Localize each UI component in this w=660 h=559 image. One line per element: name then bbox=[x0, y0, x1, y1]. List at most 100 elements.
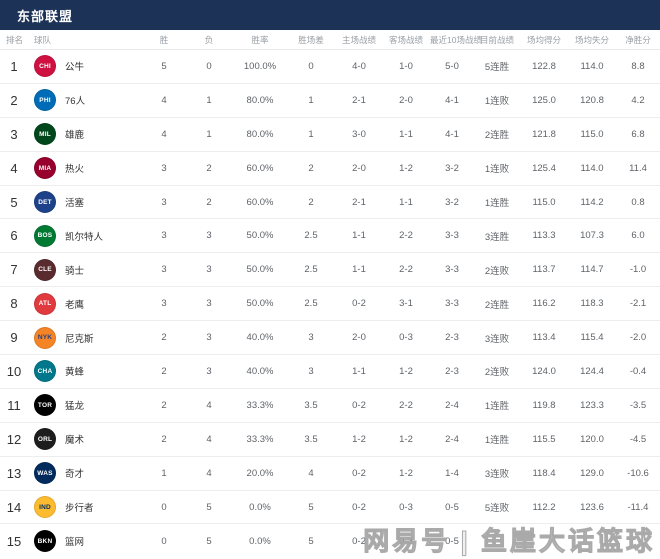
team-logo-cell: WAS bbox=[28, 462, 62, 485]
win-pct-cell: 0.0% bbox=[249, 501, 271, 513]
team-name-link[interactable]: 步行者 bbox=[65, 503, 94, 515]
games-behind-cell: 2 bbox=[308, 196, 314, 208]
games-behind-cell: 4 bbox=[308, 467, 314, 479]
home-record-cell: 1-1 bbox=[352, 264, 366, 276]
column-header: 胜场差 bbox=[298, 34, 324, 45]
losses-cell: 1 bbox=[206, 94, 212, 106]
team-name-link[interactable]: 尼克斯 bbox=[65, 333, 94, 345]
table-row[interactable]: 2 PHI 76人 4 1 80.0% 1 2-1 2-0 4-1 1连败 12… bbox=[0, 83, 660, 118]
diff-cell: -0.4 bbox=[629, 365, 647, 377]
team-name-link[interactable]: 76人 bbox=[65, 96, 86, 108]
table-row[interactable]: 5 DET 活塞 3 2 60.0% 2 2-1 1-1 3-2 1连胜 115… bbox=[0, 185, 660, 220]
diff-cell: 6.0 bbox=[631, 230, 645, 242]
away-record-cell: 1-1 bbox=[399, 196, 413, 208]
games-behind-cell: 2 bbox=[308, 162, 314, 174]
win-pct-cell: 40.0% bbox=[246, 365, 274, 377]
streak-cell: 2连胜 bbox=[484, 130, 510, 142]
table-row[interactable]: 1 CHI 公牛 5 0 100.0% 0 4-0 1-0 5-0 5连胜 12… bbox=[0, 50, 660, 84]
last10-cell: 2-3 bbox=[445, 332, 459, 344]
table-row[interactable]: 11 TOR 猛龙 2 4 33.3% 3.5 0-2 2-2 2-4 1连胜 … bbox=[0, 388, 660, 423]
games-behind-cell: 3.5 bbox=[304, 399, 318, 411]
losses-cell: 3 bbox=[206, 230, 212, 242]
team-logo-cell: CLE bbox=[28, 258, 62, 281]
streak-cell: 3连败 bbox=[484, 333, 510, 345]
table-row[interactable]: 12 ORL 魔术 2 4 33.3% 3.5 1-2 1-2 2-4 1连胜 … bbox=[0, 422, 660, 457]
last10-cell: 1-4 bbox=[445, 467, 459, 479]
streak-cell: 2连败 bbox=[484, 367, 510, 379]
team-logo-cell: DET bbox=[28, 191, 62, 213]
team-name-link[interactable]: 老鹰 bbox=[65, 299, 85, 311]
streak-cell: 5连胜 bbox=[484, 62, 510, 74]
away-record-cell: 2-0 bbox=[399, 94, 413, 106]
opp-ppg-cell: 120.0 bbox=[580, 433, 604, 445]
table-row[interactable]: 4 MIA 热火 3 2 60.0% 2 2-0 1-2 3-2 1连败 125… bbox=[0, 151, 660, 186]
column-header: 球队 bbox=[34, 34, 52, 45]
losses-cell: 4 bbox=[206, 467, 212, 479]
table-row[interactable]: 15 BKN 篮网 0 5 0.0% 5 0-2 0-3 0-5 bbox=[0, 524, 660, 559]
last10-cell: 5-0 bbox=[445, 60, 459, 72]
table-row[interactable]: 6 BOS 凯尔特人 3 3 50.0% 2.5 1-1 2-2 3-3 3连胜… bbox=[0, 219, 660, 254]
home-record-cell: 0-2 bbox=[352, 467, 366, 479]
wizards-logo: WAS bbox=[34, 462, 56, 485]
celtics-logo: BOS bbox=[34, 224, 56, 247]
home-record-cell: 0-2 bbox=[352, 298, 366, 310]
team-name-link[interactable]: 骑士 bbox=[65, 265, 85, 277]
table-row[interactable]: 8 ATL 老鹰 3 3 50.0% 2.5 0-2 3-1 3-3 2连胜 1… bbox=[0, 287, 660, 322]
last10-cell: 3-3 bbox=[445, 264, 459, 276]
ppg-cell: 118.4 bbox=[532, 467, 556, 479]
opp-ppg-cell: 123.6 bbox=[580, 501, 604, 513]
rank-cell: 5 bbox=[10, 194, 18, 210]
win-pct-cell: 50.0% bbox=[246, 298, 274, 310]
wins-cell: 4 bbox=[161, 94, 167, 106]
ppg-cell: 125.4 bbox=[532, 162, 556, 174]
opp-ppg-cell: 114.7 bbox=[580, 264, 604, 276]
diff-cell: 11.4 bbox=[629, 162, 647, 174]
column-header: 胜率 bbox=[251, 34, 269, 45]
team-name-link[interactable]: 魔术 bbox=[65, 435, 85, 447]
win-pct-cell: 60.0% bbox=[246, 196, 274, 208]
team-name-link[interactable]: 公牛 bbox=[65, 62, 85, 74]
losses-cell: 3 bbox=[206, 298, 212, 310]
diff-cell: 4.2 bbox=[631, 94, 645, 106]
losses-cell: 4 bbox=[206, 399, 212, 411]
table-row[interactable]: 10 CHA 黄蜂 2 3 40.0% 3 1-1 1-2 2-3 2连败 12… bbox=[0, 355, 660, 389]
table-row[interactable]: 3 MIL 雄鹿 4 1 80.0% 1 3-0 1-1 4-1 2连胜 121… bbox=[0, 117, 660, 152]
losses-cell: 5 bbox=[206, 501, 212, 513]
rank-cell: 12 bbox=[6, 431, 22, 447]
team-name-link[interactable]: 黄蜂 bbox=[65, 367, 85, 379]
team-name-link[interactable]: 热火 bbox=[65, 164, 85, 176]
wins-cell: 5 bbox=[161, 60, 167, 72]
knicks-logo: NYK bbox=[34, 326, 56, 349]
home-record-cell: 2-1 bbox=[352, 94, 366, 106]
team-name-link[interactable]: 活塞 bbox=[65, 198, 85, 209]
table-row[interactable]: 7 CLE 骑士 3 3 50.0% 2.5 1-1 2-2 3-3 2连败 1… bbox=[0, 253, 660, 288]
table-row[interactable]: 13 WAS 奇才 1 4 20.0% 4 0-2 1-2 1-4 3连败 11… bbox=[0, 456, 660, 491]
diff-cell: -4.5 bbox=[629, 433, 647, 445]
team-name-link[interactable]: 篮网 bbox=[65, 537, 85, 549]
win-pct-cell: 60.0% bbox=[246, 162, 274, 174]
diff-cell: -1.0 bbox=[629, 264, 647, 276]
team-logo-cell: ORL bbox=[28, 428, 62, 451]
games-behind-cell: 1 bbox=[308, 128, 314, 140]
team-name-link[interactable]: 奇才 bbox=[65, 469, 85, 481]
win-pct-cell: 50.0% bbox=[246, 230, 274, 242]
away-record-cell: 2-2 bbox=[399, 230, 413, 242]
home-record-cell: 2-0 bbox=[352, 332, 366, 344]
away-record-cell: 0-3 bbox=[399, 535, 413, 547]
away-record-cell: 2-2 bbox=[399, 399, 413, 411]
streak-cell: 1连胜 bbox=[484, 435, 510, 447]
team-name-link[interactable]: 凯尔特人 bbox=[65, 231, 104, 243]
games-behind-cell: 5 bbox=[308, 501, 314, 513]
table-row[interactable]: 9 NYK 尼克斯 2 3 40.0% 3 2-0 0-3 2-3 3连败 11… bbox=[0, 321, 660, 356]
team-name-link[interactable]: 雄鹿 bbox=[65, 130, 85, 142]
diff-cell: 0.8 bbox=[631, 196, 645, 208]
column-header: 客场战绩 bbox=[388, 34, 423, 45]
table-row[interactable]: 14 IND 步行者 0 5 0.0% 5 0-2 0-3 0-5 5连败 11… bbox=[0, 490, 660, 525]
away-record-cell: 1-2 bbox=[399, 467, 413, 479]
pistons-logo: DET bbox=[34, 191, 56, 213]
ppg-cell: 113.7 bbox=[532, 264, 556, 276]
opp-ppg-cell: 124.4 bbox=[580, 365, 604, 377]
streak-cell: 3连胜 bbox=[484, 231, 510, 243]
team-name-link[interactable]: 猛龙 bbox=[65, 401, 85, 413]
games-behind-cell: 2.5 bbox=[304, 298, 318, 310]
